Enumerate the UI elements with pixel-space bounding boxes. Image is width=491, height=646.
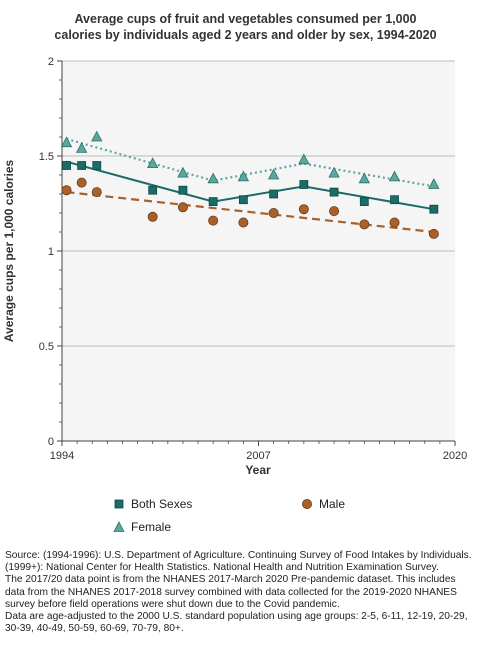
x-tick-label: 2020 <box>443 450 467 462</box>
data-point-female <box>267 168 280 180</box>
y-tick-label: 0 <box>48 436 54 448</box>
trend-line-both-sexes <box>66 160 434 211</box>
legend-item-both-sexes: Both Sexes <box>113 497 192 511</box>
trend-line-female <box>66 137 434 188</box>
data-points <box>60 130 440 239</box>
y-tick-label: 1.5 <box>39 151 54 163</box>
source-line: Data are age-adjusted to the 2000 U.S. s… <box>5 611 468 623</box>
data-point-both-sexes <box>62 161 71 170</box>
tick-labels: 0 0.5 1 1.5 2 1994 2007 2020 <box>39 56 468 462</box>
source-note: Source: (1994-1996): U.S. Department of … <box>5 550 487 635</box>
data-point-male <box>389 217 400 228</box>
legend-label-male: Male <box>319 497 346 511</box>
data-point-female <box>147 157 159 169</box>
legend-label-both-sexes: Both Sexes <box>131 497 193 511</box>
data-point-both-sexes <box>429 204 439 214</box>
line-chart: 0 0.5 1 1.5 2 1994 2007 2020 Year Average cups … <box>2 56 468 477</box>
data-point-female <box>388 170 401 182</box>
x-tick-label: 1994 <box>50 450 74 462</box>
data-point-male <box>208 215 219 226</box>
data-point-female <box>298 153 310 165</box>
y-axis-label: Average cups per 1,000 calories <box>2 160 16 343</box>
data-point-both-sexes <box>329 187 339 197</box>
y-tick-label: 2 <box>48 56 54 68</box>
data-point-female <box>60 136 73 148</box>
data-point-female <box>91 130 103 142</box>
data-point-both-sexes <box>77 161 87 170</box>
legend-item-male: Male <box>301 497 345 511</box>
source-line: Source: (1994-1996): U.S. Department of … <box>5 550 472 561</box>
trend-line-male <box>66 191 434 234</box>
legend-item-female: Female <box>113 520 171 534</box>
data-point-male <box>91 187 102 198</box>
data-point-male <box>76 177 87 188</box>
data-point-male <box>147 211 158 222</box>
y-tick-label: 0.5 <box>39 341 54 353</box>
square-marker-icon <box>114 499 124 509</box>
triangle-marker-icon <box>113 521 125 532</box>
source-line: survey before field operations were shut… <box>5 598 340 610</box>
data-point-both-sexes <box>390 195 399 205</box>
data-point-male <box>329 206 340 217</box>
chart-title: Average cups of fruit and vegetables con… <box>20 11 471 43</box>
data-point-both-sexes <box>208 197 218 207</box>
data-point-both-sexes <box>178 185 188 195</box>
data-point-female <box>207 172 219 184</box>
x-axis-label: Year <box>245 463 271 477</box>
data-point-male <box>298 204 309 215</box>
data-point-male <box>359 219 370 230</box>
data-point-male <box>238 217 249 228</box>
data-point-both-sexes <box>92 161 102 170</box>
trend-lines <box>66 137 434 234</box>
x-tick-label: 2007 <box>246 450 270 462</box>
data-point-both-sexes <box>299 180 309 189</box>
data-point-both-sexes <box>238 195 248 205</box>
source-line: 30-39, 40-49, 50-59, 60-69, 70-79, 80+. <box>5 623 184 635</box>
data-point-female <box>358 172 370 184</box>
legend-label-female: Female <box>131 520 172 534</box>
data-point-both-sexes <box>269 189 279 199</box>
data-point-both-sexes <box>148 185 158 195</box>
data-point-male <box>177 202 188 213</box>
gridlines <box>62 60 455 347</box>
data-point-female <box>428 178 440 189</box>
axes <box>57 60 456 446</box>
source-line: data from the NHANES 2017-2018 survey co… <box>5 586 457 598</box>
chart-title-line-2: calories by individuals aged 2 years and… <box>54 28 437 42</box>
data-point-female <box>237 170 250 182</box>
data-point-male <box>268 207 279 218</box>
data-point-female <box>75 142 88 153</box>
data-point-female <box>328 166 340 178</box>
data-point-both-sexes <box>359 197 369 207</box>
y-tick-label: 1 <box>48 246 54 258</box>
data-point-male <box>428 228 439 239</box>
data-point-male <box>61 185 72 196</box>
data-point-female <box>177 166 189 178</box>
source-line: (1999+): National Center for Health Stat… <box>5 562 439 574</box>
source-line: The 2017/20 data point is from the NHANE… <box>5 574 456 586</box>
chart-title-line-1: Average cups of fruit and vegetables con… <box>74 12 417 26</box>
circle-marker-icon <box>302 499 312 509</box>
